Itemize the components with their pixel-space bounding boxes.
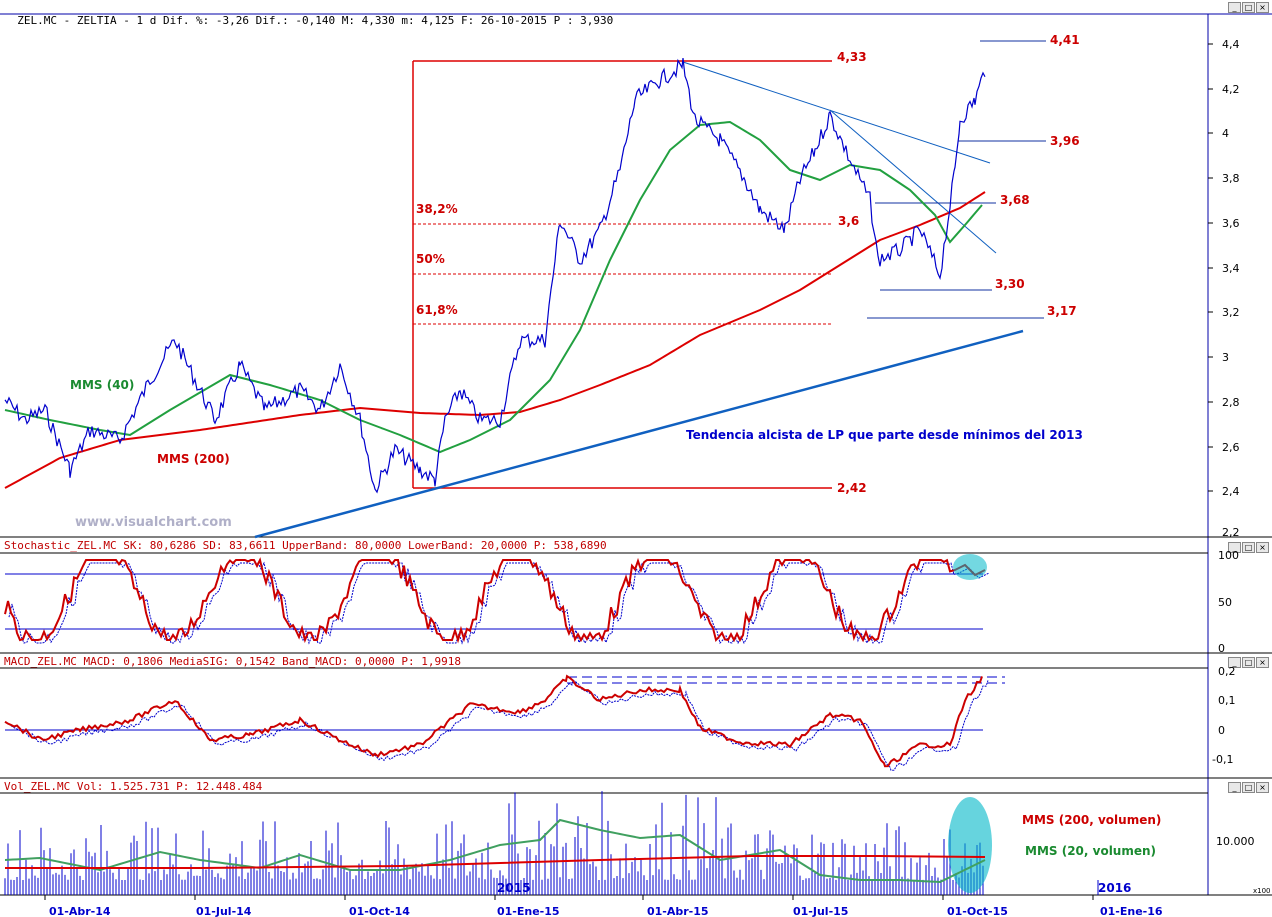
vol-mms20-line (4, 818, 986, 884)
price-tick: 4 (1222, 127, 1229, 140)
macd-tick: -0,1 (1212, 753, 1233, 766)
x-tick: 01-Abr-15 (647, 905, 709, 917)
price-tick: 4,2 (1222, 83, 1240, 96)
macd-panel-title: MACD_ZEL.MC MACD: 0,1806 MediaSIG: 0,154… (4, 655, 461, 668)
vol-maximize-icon[interactable]: □ (1242, 782, 1255, 793)
mms40-label: MMS (40) (70, 378, 134, 392)
fib-50-label: 50% (416, 252, 445, 266)
stoch-minimize-icon[interactable]: _ (1228, 542, 1241, 553)
level-317-label: 3,17 (1047, 304, 1077, 318)
stoch-sd-line (8, 561, 990, 645)
vol-minimize-icon[interactable]: _ (1228, 782, 1241, 793)
stoch-highlight (953, 554, 987, 580)
x-tick: 01-Ene-15 (497, 905, 560, 917)
macd-line (4, 674, 983, 768)
year-2016-label: 2016 (1098, 881, 1131, 895)
vol-close-icon[interactable]: × (1256, 782, 1269, 793)
trend-line (254, 329, 1024, 539)
mms40-line (4, 120, 983, 454)
stoch-panel-title: Stochastic_ZEL.MC SK: 80,6286 SD: 83,661… (4, 539, 607, 552)
vol-mms20-label: MMS (20, volumen) (1025, 844, 1156, 858)
trend-note: Tendencia alcista de LP que parte desde … (686, 428, 1083, 442)
stoch-sk-line (4, 557, 986, 644)
price-line (4, 57, 986, 494)
level-242-label: 2,42 (837, 481, 867, 495)
macd-close-icon[interactable]: × (1256, 657, 1269, 668)
x100-label: x100 (1253, 887, 1271, 895)
price-tick: 2,8 (1222, 396, 1240, 409)
level-330-label: 3,30 (995, 277, 1025, 291)
level-396-label: 3,96 (1050, 134, 1080, 148)
fib-382-label: 38,2% (416, 202, 458, 216)
macd-tick: 0,2 (1218, 665, 1236, 678)
stoch-tick: 100 (1218, 549, 1239, 562)
stoch-tick: 50 (1218, 596, 1232, 609)
minimize-icon[interactable]: _ (1228, 2, 1241, 13)
volume-bars (4, 791, 984, 895)
x-tick: 01-Jul-14 (196, 905, 252, 917)
level-433-label: 4,33 (837, 50, 867, 64)
level-441-label: 4,41 (1050, 33, 1080, 47)
year-2015-label: 2015 (497, 881, 530, 895)
level-368-label: 3,68 (1000, 193, 1030, 207)
price-tick: 2,6 (1222, 441, 1240, 454)
x-tick: 01-Oct-15 (947, 905, 1008, 917)
x-tick: 01-Abr-14 (49, 905, 111, 917)
price-tick: 3,2 (1222, 306, 1240, 319)
price-tick: 3,8 (1222, 172, 1240, 185)
vol-mms200-label: MMS (200, volumen) (1022, 813, 1161, 827)
macd-tick: 0,1 (1218, 694, 1236, 707)
price-axis: 4,4 4,2 4 3,8 3,6 3,4 3,2 3 2,8 2,6 2,4 … (1222, 38, 1240, 539)
fib-618-label: 61,8% (416, 303, 458, 317)
x-tick: 01-Jul-15 (793, 905, 848, 917)
resistance-line-2 (829, 109, 997, 254)
level-36-label: 3,6 (838, 214, 859, 228)
price-tick: 3,6 (1222, 217, 1240, 230)
price-tick: 2,2 (1222, 526, 1240, 539)
vol-tick: 10.000 (1216, 835, 1255, 848)
macd-tick: 0 (1218, 724, 1225, 737)
price-tick: 3 (1222, 351, 1229, 364)
fib-box (412, 60, 832, 489)
close-icon[interactable]: × (1256, 2, 1269, 13)
mms200-label: MMS (200) (157, 452, 230, 466)
x-tick: 01-Ene-16 (1100, 905, 1163, 917)
price-panel-title: ZEL.MC - ZELTIA - 1 d Dif. %: -3,26 Dif.… (17, 14, 614, 27)
stoch-maximize-icon[interactable]: □ (1242, 542, 1255, 553)
price-tick: 3,4 (1222, 262, 1240, 275)
macd-maximize-icon[interactable]: □ (1242, 657, 1255, 668)
vol-mms200-line (5, 855, 986, 869)
mms200-line (4, 191, 986, 489)
volume-highlight (948, 797, 992, 893)
resistance-line (682, 61, 991, 164)
watermark: www.visualchart.com (75, 515, 232, 530)
stoch-close-icon[interactable]: × (1256, 542, 1269, 553)
vol-panel-title: Vol_ZEL.MC Vol: 1.525.731 P: 12.448.484 (4, 780, 263, 793)
macd-minimize-icon[interactable]: _ (1228, 657, 1241, 668)
x-tick: 01-Oct-14 (349, 905, 410, 917)
stoch-tick: 0 (1218, 642, 1225, 655)
maximize-icon[interactable]: □ (1242, 2, 1255, 13)
macd-signal-line (10, 679, 989, 771)
price-tick: 2,4 (1222, 485, 1240, 498)
price-tick: 4,4 (1222, 38, 1240, 51)
